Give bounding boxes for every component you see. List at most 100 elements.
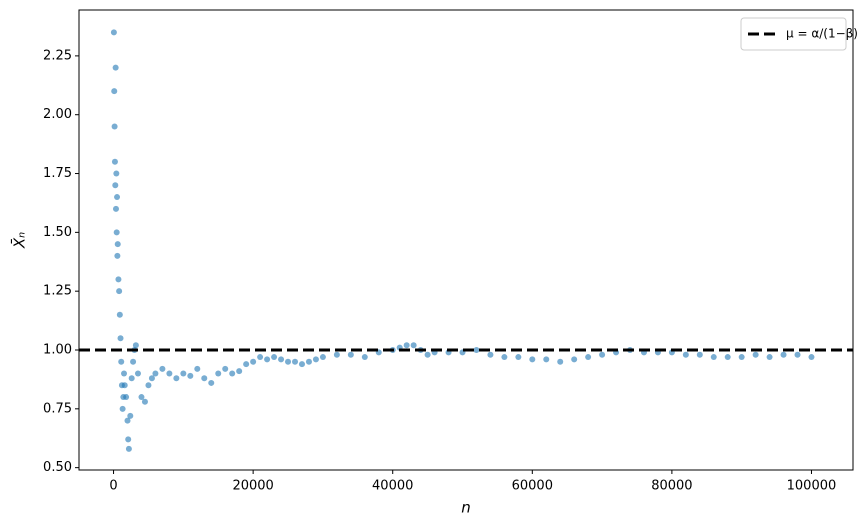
x-tick-label: 80000 (651, 479, 692, 494)
point (166, 370, 173, 377)
point (264, 356, 271, 363)
point (305, 358, 312, 365)
point (543, 356, 550, 363)
point (187, 372, 194, 379)
point (361, 354, 368, 361)
y-axis-label: X̄ₙ (10, 232, 29, 249)
x-tick-label: 100000 (787, 479, 837, 494)
point (111, 123, 118, 130)
point (148, 375, 155, 382)
point (141, 398, 148, 405)
point (118, 358, 125, 365)
point (138, 394, 145, 401)
point (127, 412, 134, 419)
y-tick-label: 0.50 (43, 460, 72, 475)
point (571, 356, 578, 363)
point (738, 354, 745, 361)
point (347, 351, 354, 358)
point (112, 182, 119, 189)
point (236, 368, 243, 375)
point (424, 351, 431, 358)
point (696, 351, 703, 358)
point (113, 170, 120, 177)
point (724, 354, 731, 361)
point (116, 311, 123, 318)
point (111, 88, 118, 95)
point (473, 347, 480, 353)
point (159, 365, 166, 372)
point (116, 288, 123, 295)
point (114, 194, 121, 201)
point (117, 335, 124, 342)
x-tick-label: 0 (109, 479, 117, 494)
point (585, 354, 592, 361)
point (312, 356, 319, 363)
point (766, 354, 773, 361)
point (278, 356, 285, 363)
point (173, 375, 180, 382)
point (152, 370, 159, 377)
point (319, 354, 326, 361)
point (121, 382, 128, 389)
point (130, 358, 137, 365)
point (529, 356, 536, 363)
point (710, 354, 717, 361)
point (208, 379, 215, 386)
point (114, 241, 121, 248)
point (123, 394, 130, 401)
point (515, 354, 522, 361)
point (292, 358, 299, 365)
point (682, 351, 689, 358)
point (128, 375, 135, 382)
point (808, 354, 815, 361)
point (180, 370, 187, 377)
point (115, 276, 122, 283)
x-tick-label: 40000 (372, 479, 413, 494)
point (243, 361, 250, 368)
point (257, 354, 264, 361)
point (110, 29, 117, 36)
y-tick-label: 1.00 (43, 343, 72, 358)
point (752, 351, 759, 358)
y-tick-label: 2.00 (43, 107, 72, 122)
point (487, 351, 494, 358)
point (229, 370, 236, 377)
point (112, 205, 119, 212)
point (410, 342, 417, 349)
y-tick-label: 1.75 (43, 166, 72, 181)
point (201, 375, 208, 382)
y-tick-label: 2.25 (43, 48, 72, 63)
point (132, 342, 139, 349)
point (113, 229, 120, 236)
point (250, 358, 257, 365)
point (780, 351, 787, 358)
point (124, 417, 131, 424)
x-axis-label: n (461, 499, 471, 517)
point (298, 361, 305, 368)
point (333, 351, 340, 358)
point (222, 365, 229, 372)
x-tick-label: 20000 (232, 479, 273, 494)
point (125, 445, 132, 452)
y-tick-label: 1.50 (43, 225, 72, 240)
point (501, 354, 508, 361)
legend-label: μ = α/(1−β) (786, 27, 858, 41)
point (114, 252, 121, 259)
axes-frame (78, 9, 854, 471)
point (215, 370, 222, 377)
point (134, 370, 141, 377)
point (119, 405, 126, 412)
point (599, 351, 606, 358)
point (403, 342, 410, 349)
legend-box (740, 17, 847, 51)
point (194, 365, 201, 372)
point (111, 158, 118, 165)
x-tick-label: 60000 (512, 479, 553, 494)
point (271, 354, 278, 361)
y-tick-label: 0.75 (43, 401, 72, 416)
point (121, 370, 128, 377)
point (794, 351, 801, 358)
point (125, 436, 132, 443)
point (557, 358, 564, 365)
